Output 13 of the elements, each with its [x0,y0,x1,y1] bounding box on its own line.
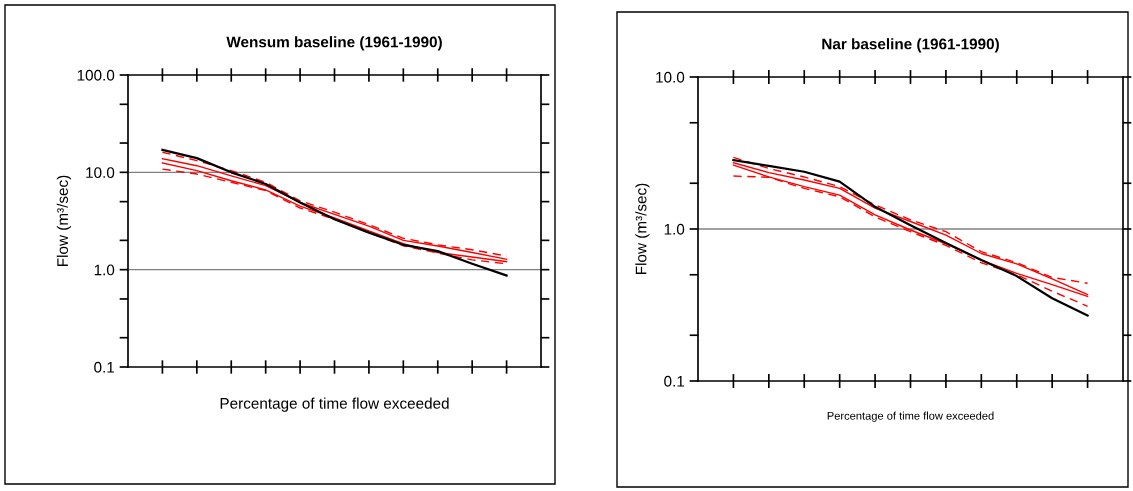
y-tick-label: 1.0 [94,264,115,276]
x-axis-title: Percentage of time flow exceeded [220,397,449,412]
y-tick-label: 100.0 [77,69,115,81]
chart-title: Wensum baseline (1961-1990) [226,36,442,51]
y-tick-label: 1.0 [664,223,685,235]
y-tick-label: 0.1 [94,361,115,373]
y-tick-label: 10.0 [656,71,685,83]
chart-title: Nar baseline (1961-1990) [822,38,999,53]
y-axis-title: Flow (m³/sec) [635,183,650,274]
y-axis-title: Flow (m³/sec) [56,175,72,266]
y-tick-label: 10.0 [86,167,115,179]
y-tick-label: 0.1 [664,375,685,387]
x-axis-title: Percentage of time flow exceeded [827,411,994,422]
